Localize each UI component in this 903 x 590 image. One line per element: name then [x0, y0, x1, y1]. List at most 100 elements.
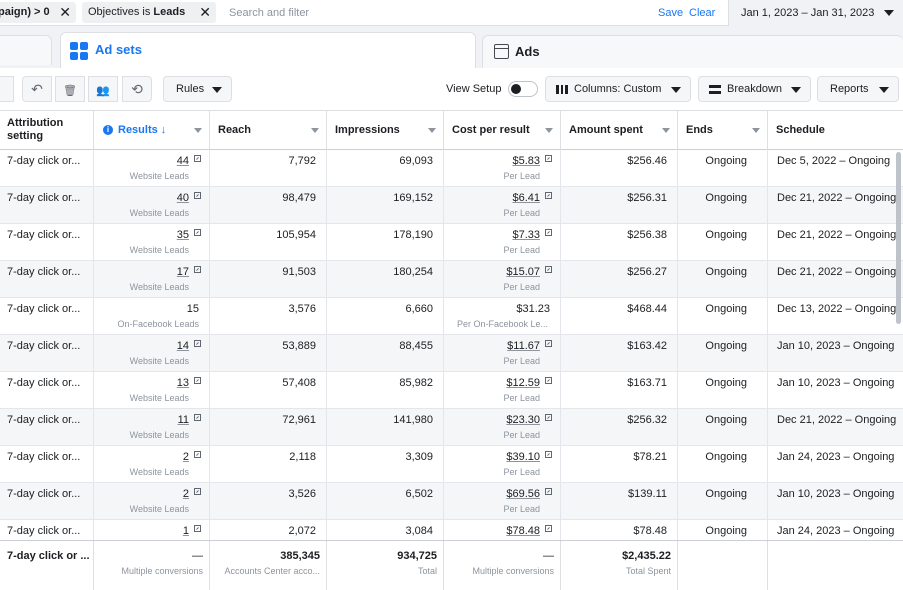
rules-button[interactable]: Rules — [163, 76, 232, 102]
cell-results[interactable]: 35 Website Leads — [94, 224, 210, 261]
table-row[interactable]: 7-day click or... 11 Website Leads 72,961 14… — [0, 409, 903, 446]
cost-per-result-value[interactable]: $31.23 — [516, 303, 550, 315]
results-value[interactable]: 44 — [176, 155, 189, 167]
table-row[interactable]: 7-day click or... 14 Website Leads 53,889 88… — [0, 335, 903, 372]
cost-per-result-value[interactable]: $6.41 — [512, 192, 540, 204]
undo-button[interactable]: ↶ — [22, 76, 52, 102]
results-value[interactable]: 40 — [176, 192, 189, 204]
cost-per-result-value[interactable]: $7.33 — [512, 229, 540, 241]
cell-ends: Ongoing — [678, 372, 768, 409]
tab-ad-sets[interactable]: Ad sets — [60, 32, 476, 68]
cell-cost-per-result[interactable]: $15.07 Per Lead — [444, 261, 561, 298]
reach-value: 3,576 — [288, 303, 316, 315]
column-header-attribution[interactable]: Attribution setting — [0, 111, 94, 150]
amount-spent-value: $139.11 — [628, 488, 667, 500]
cell-cost-per-result[interactable]: $5.83 Per Lead — [444, 150, 561, 187]
attribution-value: 7-day click or... — [7, 414, 81, 426]
cell-results[interactable]: 40 Website Leads — [94, 187, 210, 224]
table-row[interactable]: 7-day click or... 2 Website Leads 2,118 3,30… — [0, 446, 903, 483]
chevron-down-icon[interactable] — [752, 128, 760, 133]
table-scrollbar[interactable] — [896, 152, 901, 324]
table-row[interactable]: 7-day click or... 35 Website Leads 105,954 1… — [0, 224, 903, 261]
chevron-down-icon[interactable] — [428, 128, 436, 133]
table-row[interactable]: 7-day click or... 44 Website Leads 7,792 69,… — [0, 150, 903, 187]
table-row[interactable]: 7-day click or... 2 Website Leads 3,526 6,50… — [0, 483, 903, 520]
column-header-schedule-label: Schedule — [776, 124, 825, 136]
cell-results[interactable]: 2 Website Leads — [94, 483, 210, 520]
cell-cost-per-result[interactable]: $12.59 Per Lead — [444, 372, 561, 409]
cell-cost-per-result[interactable]: $7.33 Per Lead — [444, 224, 561, 261]
column-header-ends[interactable]: Ends — [678, 111, 768, 150]
chevron-down-icon[interactable] — [545, 128, 553, 133]
preview-button[interactable]: ⟲ — [122, 76, 152, 102]
audience-button[interactable]: 👥 — [88, 76, 118, 102]
search-input[interactable]: Search and filter — [229, 7, 310, 19]
results-value[interactable]: 1 — [182, 525, 189, 537]
results-value[interactable]: 2 — [182, 488, 189, 500]
ends-value: Ongoing — [705, 414, 747, 426]
cost-per-result-value[interactable]: $69.56 — [506, 488, 540, 500]
table-row[interactable]: 7-day click or... 17 Website Leads 91,503 18… — [0, 261, 903, 298]
column-header-reach[interactable]: Reach — [210, 111, 327, 150]
cell-cost-per-result[interactable]: $11.67 Per Lead — [444, 335, 561, 372]
clear-filter-link[interactable]: Clear — [689, 7, 716, 19]
cell-schedule: Jan 10, 2023 – Ongoing — [768, 335, 903, 372]
cell-cost-per-result[interactable]: $39.10 Per Lead — [444, 446, 561, 483]
filter-chip-campaign[interactable]: paign) > 0 ✕ — [0, 2, 76, 23]
results-value[interactable]: 11 — [177, 414, 189, 426]
breakdown-button[interactable]: Breakdown — [698, 76, 811, 102]
cell-attribution: 7-day click or... — [0, 298, 94, 335]
cell-cost-per-result[interactable]: $23.30 Per Lead — [444, 409, 561, 446]
columns-button[interactable]: Columns: Custom — [545, 76, 691, 102]
date-range-picker[interactable]: Jan 1, 2023 – Jan 31, 2023 — [728, 0, 903, 26]
results-value[interactable]: 35 — [176, 229, 189, 241]
close-icon[interactable]: ✕ — [59, 4, 71, 20]
table-row[interactable]: 7-day click or... 40 Website Leads 98,479 16… — [0, 187, 903, 224]
cell-results[interactable]: 2 Website Leads — [94, 446, 210, 483]
results-value[interactable]: 2 — [182, 451, 189, 463]
results-value[interactable]: 13 — [176, 377, 189, 389]
cell-results[interactable]: 11 Website Leads — [94, 409, 210, 446]
info-icon[interactable]: i — [103, 125, 113, 135]
cost-per-result-value[interactable]: $12.59 — [506, 377, 540, 389]
column-header-impressions[interactable]: Impressions — [327, 111, 444, 150]
ends-value: Ongoing — [705, 229, 747, 241]
cell-results[interactable]: 15 On-Facebook Leads — [94, 298, 210, 335]
cell-results[interactable]: 14 Website Leads — [94, 335, 210, 372]
save-filter-link[interactable]: Save — [658, 7, 684, 19]
cell-cost-per-result[interactable]: $69.56 Per Lead — [444, 483, 561, 520]
delete-button[interactable]: 🗑 — [55, 76, 85, 102]
cost-per-result-value[interactable]: $39.10 — [506, 451, 540, 463]
column-header-results[interactable]: i Results ↓ — [94, 111, 210, 150]
cell-results[interactable]: 13 Website Leads — [94, 372, 210, 409]
chevron-down-icon[interactable] — [311, 128, 319, 133]
reach-value: 91,503 — [282, 266, 316, 278]
column-header-schedule[interactable]: Schedule — [768, 111, 903, 150]
chevron-down-icon[interactable] — [194, 128, 202, 133]
tab-ads[interactable]: Ads — [482, 35, 903, 68]
cell-cost-per-result[interactable]: $31.23 Per On-Facebook Le... — [444, 298, 561, 335]
view-setup-toggle[interactable] — [508, 81, 538, 97]
duplicate-button[interactable] — [0, 76, 14, 102]
column-header-cost-per-result[interactable]: Cost per result — [444, 111, 561, 150]
tab-campaigns[interactable] — [0, 35, 52, 65]
cost-per-result-value[interactable]: $15.07 — [506, 266, 540, 278]
cost-per-result-value[interactable]: $23.30 — [506, 414, 540, 426]
cost-per-result-value[interactable]: $78.48 — [506, 525, 540, 537]
cost-per-result-value[interactable]: $11.67 — [507, 340, 540, 352]
column-header-amount-spent[interactable]: Amount spent — [561, 111, 678, 150]
cell-ends: Ongoing — [678, 409, 768, 446]
chevron-down-icon[interactable] — [662, 128, 670, 133]
cell-results[interactable]: 17 Website Leads — [94, 261, 210, 298]
results-value[interactable]: 14 — [176, 340, 189, 352]
table-row[interactable]: 7-day click or... 15 On-Facebook Leads 3,57… — [0, 298, 903, 335]
reports-button[interactable]: Reports — [817, 76, 899, 102]
close-icon[interactable]: ✕ — [199, 4, 211, 20]
filter-chip-objectives[interactable]: Objectives is Leads ✕ — [82, 2, 216, 23]
results-value[interactable]: 17 — [176, 266, 189, 278]
results-value[interactable]: 15 — [186, 303, 199, 315]
cost-per-result-value[interactable]: $5.83 — [512, 155, 540, 167]
table-row[interactable]: 7-day click or... 13 Website Leads 57,408 85… — [0, 372, 903, 409]
cell-results[interactable]: 44 Website Leads — [94, 150, 210, 187]
cell-cost-per-result[interactable]: $6.41 Per Lead — [444, 187, 561, 224]
